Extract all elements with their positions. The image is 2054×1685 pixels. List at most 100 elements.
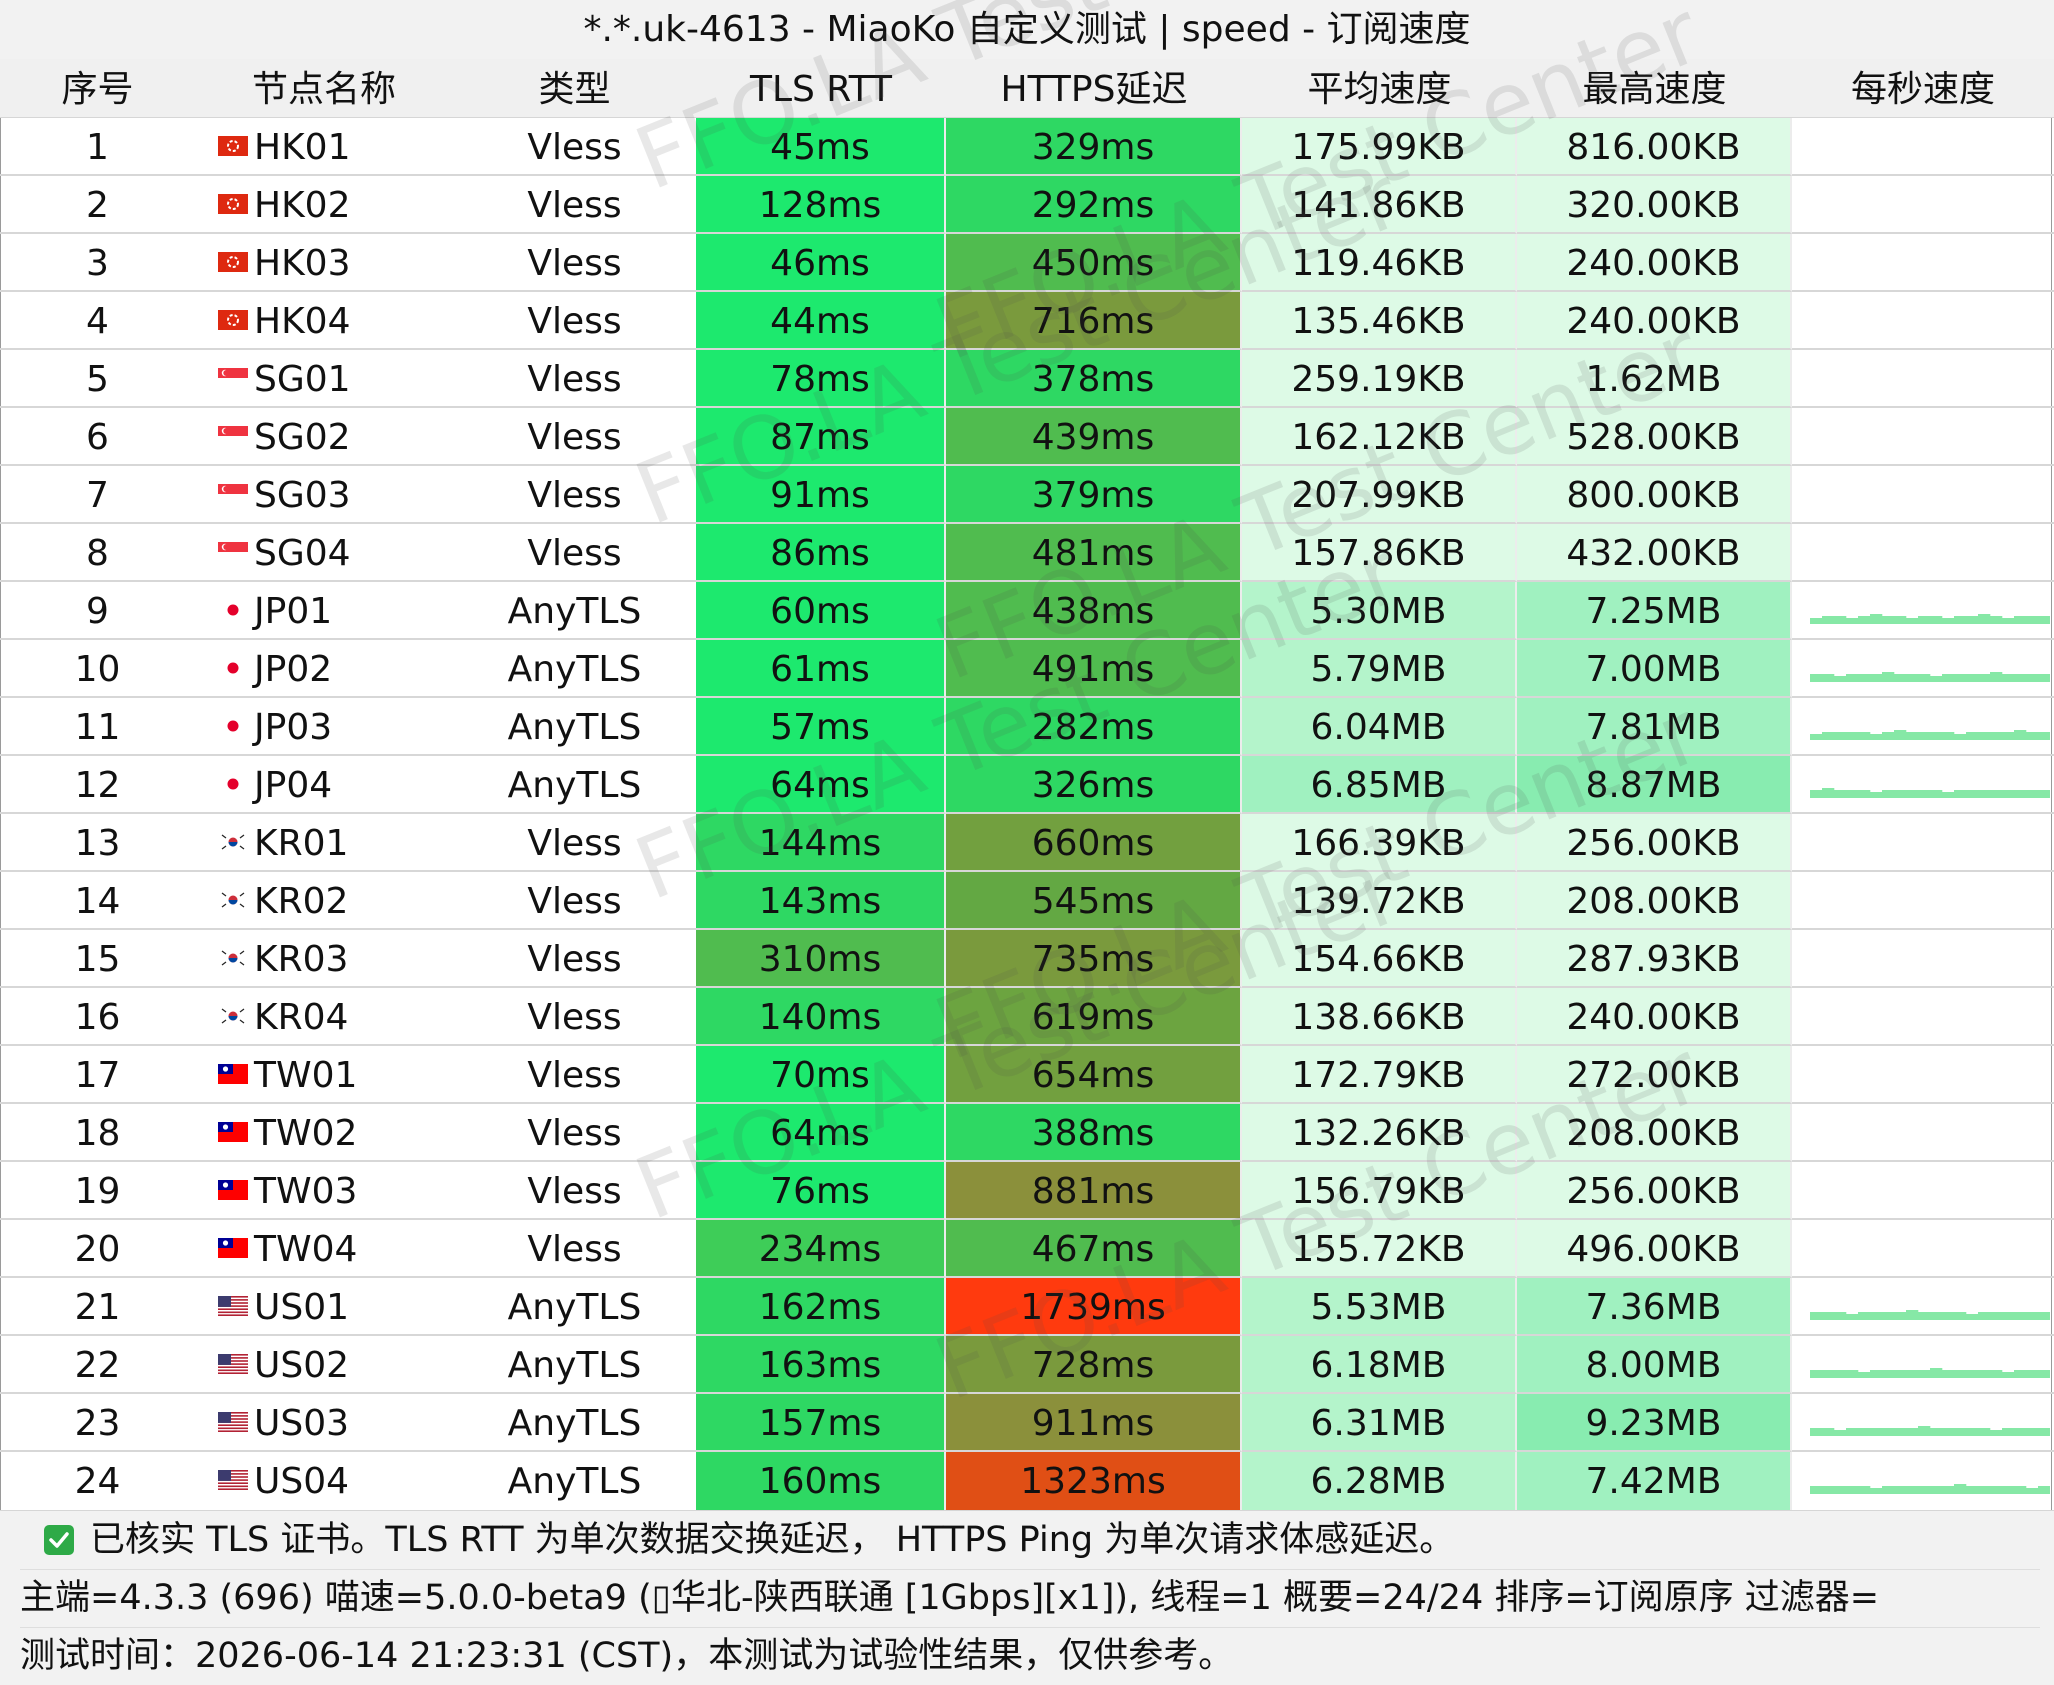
sparkline-bar	[1978, 1428, 1991, 1436]
sparkline-bar	[1906, 732, 1919, 740]
https-latency-cell: 388ms	[946, 1104, 1242, 1162]
per-second-speed-cell	[1792, 1104, 2054, 1162]
node-name: JP01	[254, 591, 333, 632]
tls-rtt-cell: 144ms	[696, 814, 946, 872]
table-row[interactable]: 13 KR01 Vless 144ms 660ms 166.39KB 256.00KB	[0, 814, 2054, 872]
row-index: 8	[0, 524, 195, 582]
https-latency-cell: 491ms	[946, 640, 1242, 698]
table-row[interactable]: 21 US01 AnyTLS 162ms 1739ms 5.53MB 7.36MB	[0, 1278, 2054, 1336]
table-row[interactable]: 22 US02 AnyTLS 163ms 728ms 6.18MB 8.00MB	[0, 1336, 2054, 1394]
sparkline-bar	[1846, 1486, 1859, 1494]
sparkline-bar	[1846, 1314, 1859, 1320]
sparkline-bar	[1870, 1488, 1883, 1494]
node-type: Vless	[453, 466, 696, 524]
max-speed-cell: 7.25MB	[1517, 582, 1792, 640]
node-name-cell: KR03	[195, 930, 453, 988]
tls-rtt-cell: 310ms	[696, 930, 946, 988]
table-row[interactable]: 17 TW01 Vless 70ms 654ms 172.79KB 272.00KB	[0, 1046, 2054, 1104]
united-states-flag-icon	[218, 1296, 248, 1316]
column-header-per-second-speed[interactable]: 每秒速度	[1850, 69, 1995, 110]
table-row[interactable]: 20 TW04 Vless 234ms 467ms 155.72KB 496.00KB	[0, 1220, 2054, 1278]
column-header-type[interactable]: 类型	[538, 69, 611, 110]
sparkline-bar	[2014, 674, 2027, 682]
table-row[interactable]: 7 SG03 Vless 91ms 379ms 207.99KB 800.00KB	[0, 466, 2054, 524]
sparkline-bar	[1942, 674, 1955, 682]
window-title: *.*.uk-4613 - MiaoKo 自定义测试 | speed - 订阅速…	[0, 0, 2054, 60]
table-row[interactable]: 23 US03 AnyTLS 157ms 911ms 6.31MB 9.23MB	[0, 1394, 2054, 1452]
max-speed-cell: 8.00MB	[1517, 1336, 1792, 1394]
sparkline-bar	[1942, 792, 1955, 798]
avg-speed-cell: 138.66KB	[1242, 988, 1517, 1046]
backend-info-text: 主端=4.3.3 (696) 喵速=5.0.0-beta9 (▯华北-陕西联通 …	[20, 1569, 2040, 1628]
node-name-cell: TW04	[195, 1220, 453, 1278]
sparkline-bar	[1906, 1428, 1919, 1436]
max-speed-cell: 320.00KB	[1517, 176, 1792, 234]
node-name-cell: US02	[195, 1336, 453, 1394]
sparkline-bar	[1954, 1484, 1967, 1494]
sparkline-bar	[1978, 1312, 1991, 1320]
table-row[interactable]: 14 KR02 Vless 143ms 545ms 139.72KB 208.00KB	[0, 872, 2054, 930]
row-index: 22	[0, 1336, 195, 1394]
sparkline-bar	[1966, 1370, 1979, 1378]
sparkline-bar	[1870, 1370, 1883, 1378]
table-header: 序号 节点名称 类型 TLS RTT HTTPS延迟 平均速度 最高速度 每秒速…	[0, 59, 2054, 118]
table-row[interactable]: 5 SG01 Vless 78ms 378ms 259.19KB 1.62MB	[0, 350, 2054, 408]
table-row[interactable]: 8 SG04 Vless 86ms 481ms 157.86KB 432.00KB	[0, 524, 2054, 582]
per-second-speed-cell	[1792, 930, 2054, 988]
sparkline-bar	[1966, 1428, 1979, 1436]
column-header-avg-speed[interactable]: 平均速度	[1307, 69, 1452, 110]
per-second-speed-cell	[1792, 1394, 2054, 1452]
avg-speed-cell: 156.79KB	[1242, 1162, 1517, 1220]
table-row[interactable]: 10 JP02 AnyTLS 61ms 491ms 5.79MB 7.00MB	[0, 640, 2054, 698]
node-name: HK01	[254, 127, 351, 168]
table-row[interactable]: 19 TW03 Vless 76ms 881ms 156.79KB 256.00KB	[0, 1162, 2054, 1220]
table-row[interactable]: 18 TW02 Vless 64ms 388ms 132.26KB 208.00KB	[0, 1104, 2054, 1162]
taiwan-flag-icon	[218, 1238, 248, 1258]
table-row[interactable]: 11 JP03 AnyTLS 57ms 282ms 6.04MB 7.81MB	[0, 698, 2054, 756]
table-row[interactable]: 4 HK04 Vless 44ms 716ms 135.46KB 240.00KB	[0, 292, 2054, 350]
node-name-cell: HK01	[195, 118, 453, 176]
table-row[interactable]: 16 KR04 Vless 140ms 619ms 138.66KB 240.00KB	[0, 988, 2054, 1046]
per-second-speed-cell	[1792, 176, 2054, 234]
column-header-index[interactable]: 序号	[61, 69, 134, 110]
column-header-tls-rtt[interactable]: TLS RTT	[749, 69, 893, 110]
sparkline-bar	[1990, 672, 2003, 682]
avg-speed-cell: 162.12KB	[1242, 408, 1517, 466]
singapore-flag-icon	[218, 368, 248, 388]
node-name-cell: KR04	[195, 988, 453, 1046]
sparkline-bar	[1810, 618, 1823, 624]
tls-rtt-cell: 157ms	[696, 1394, 946, 1452]
node-type: AnyTLS	[453, 756, 696, 814]
tls-rtt-cell: 140ms	[696, 988, 946, 1046]
tls-rtt-cell: 163ms	[696, 1336, 946, 1394]
node-name-cell: KR01	[195, 814, 453, 872]
avg-speed-cell: 119.46KB	[1242, 234, 1517, 292]
table-row[interactable]: 2 HK02 Vless 128ms 292ms 141.86KB 320.00KB	[0, 176, 2054, 234]
table-row[interactable]: 15 KR03 Vless 310ms 735ms 154.66KB 287.93KB	[0, 930, 2054, 988]
sparkline-bar	[1834, 790, 1847, 798]
avg-speed-cell: 5.30MB	[1242, 582, 1517, 640]
column-header-https-latency[interactable]: HTTPS延迟	[1000, 69, 1188, 110]
max-speed-cell: 9.23MB	[1517, 1394, 1792, 1452]
sparkline-bar	[1930, 1428, 1943, 1436]
sparkline-bar	[1810, 790, 1823, 798]
https-latency-cell: 660ms	[946, 814, 1242, 872]
node-name: HK02	[254, 185, 351, 226]
sparkline-bar	[1822, 1312, 1835, 1320]
row-index: 15	[0, 930, 195, 988]
column-header-max-speed[interactable]: 最高速度	[1582, 69, 1727, 110]
sparkline-bar	[1894, 1486, 1907, 1494]
japan-flag-icon	[218, 600, 248, 620]
table-row[interactable]: 6 SG02 Vless 87ms 439ms 162.12KB 528.00KB	[0, 408, 2054, 466]
sparkline-bar	[1954, 790, 1967, 798]
table-row[interactable]: 9 JP01 AnyTLS 60ms 438ms 5.30MB 7.25MB	[0, 582, 2054, 640]
column-header-node-name[interactable]: 节点名称	[251, 69, 396, 110]
table-row[interactable]: 24 US04 AnyTLS 160ms 1323ms 6.28MB 7.42MB	[0, 1452, 2054, 1510]
table-row[interactable]: 3 HK03 Vless 46ms 450ms 119.46KB 240.00KB	[0, 234, 2054, 292]
sparkline-bar	[1882, 1486, 1895, 1494]
table-row[interactable]: 12 JP04 AnyTLS 64ms 326ms 6.85MB 8.87MB	[0, 756, 2054, 814]
https-latency-cell: 326ms	[946, 756, 1242, 814]
sparkline-bar	[1930, 616, 1943, 624]
table-row[interactable]: 1 HK01 Vless 45ms 329ms 175.99KB 816.00KB	[0, 118, 2054, 176]
max-speed-cell: 432.00KB	[1517, 524, 1792, 582]
